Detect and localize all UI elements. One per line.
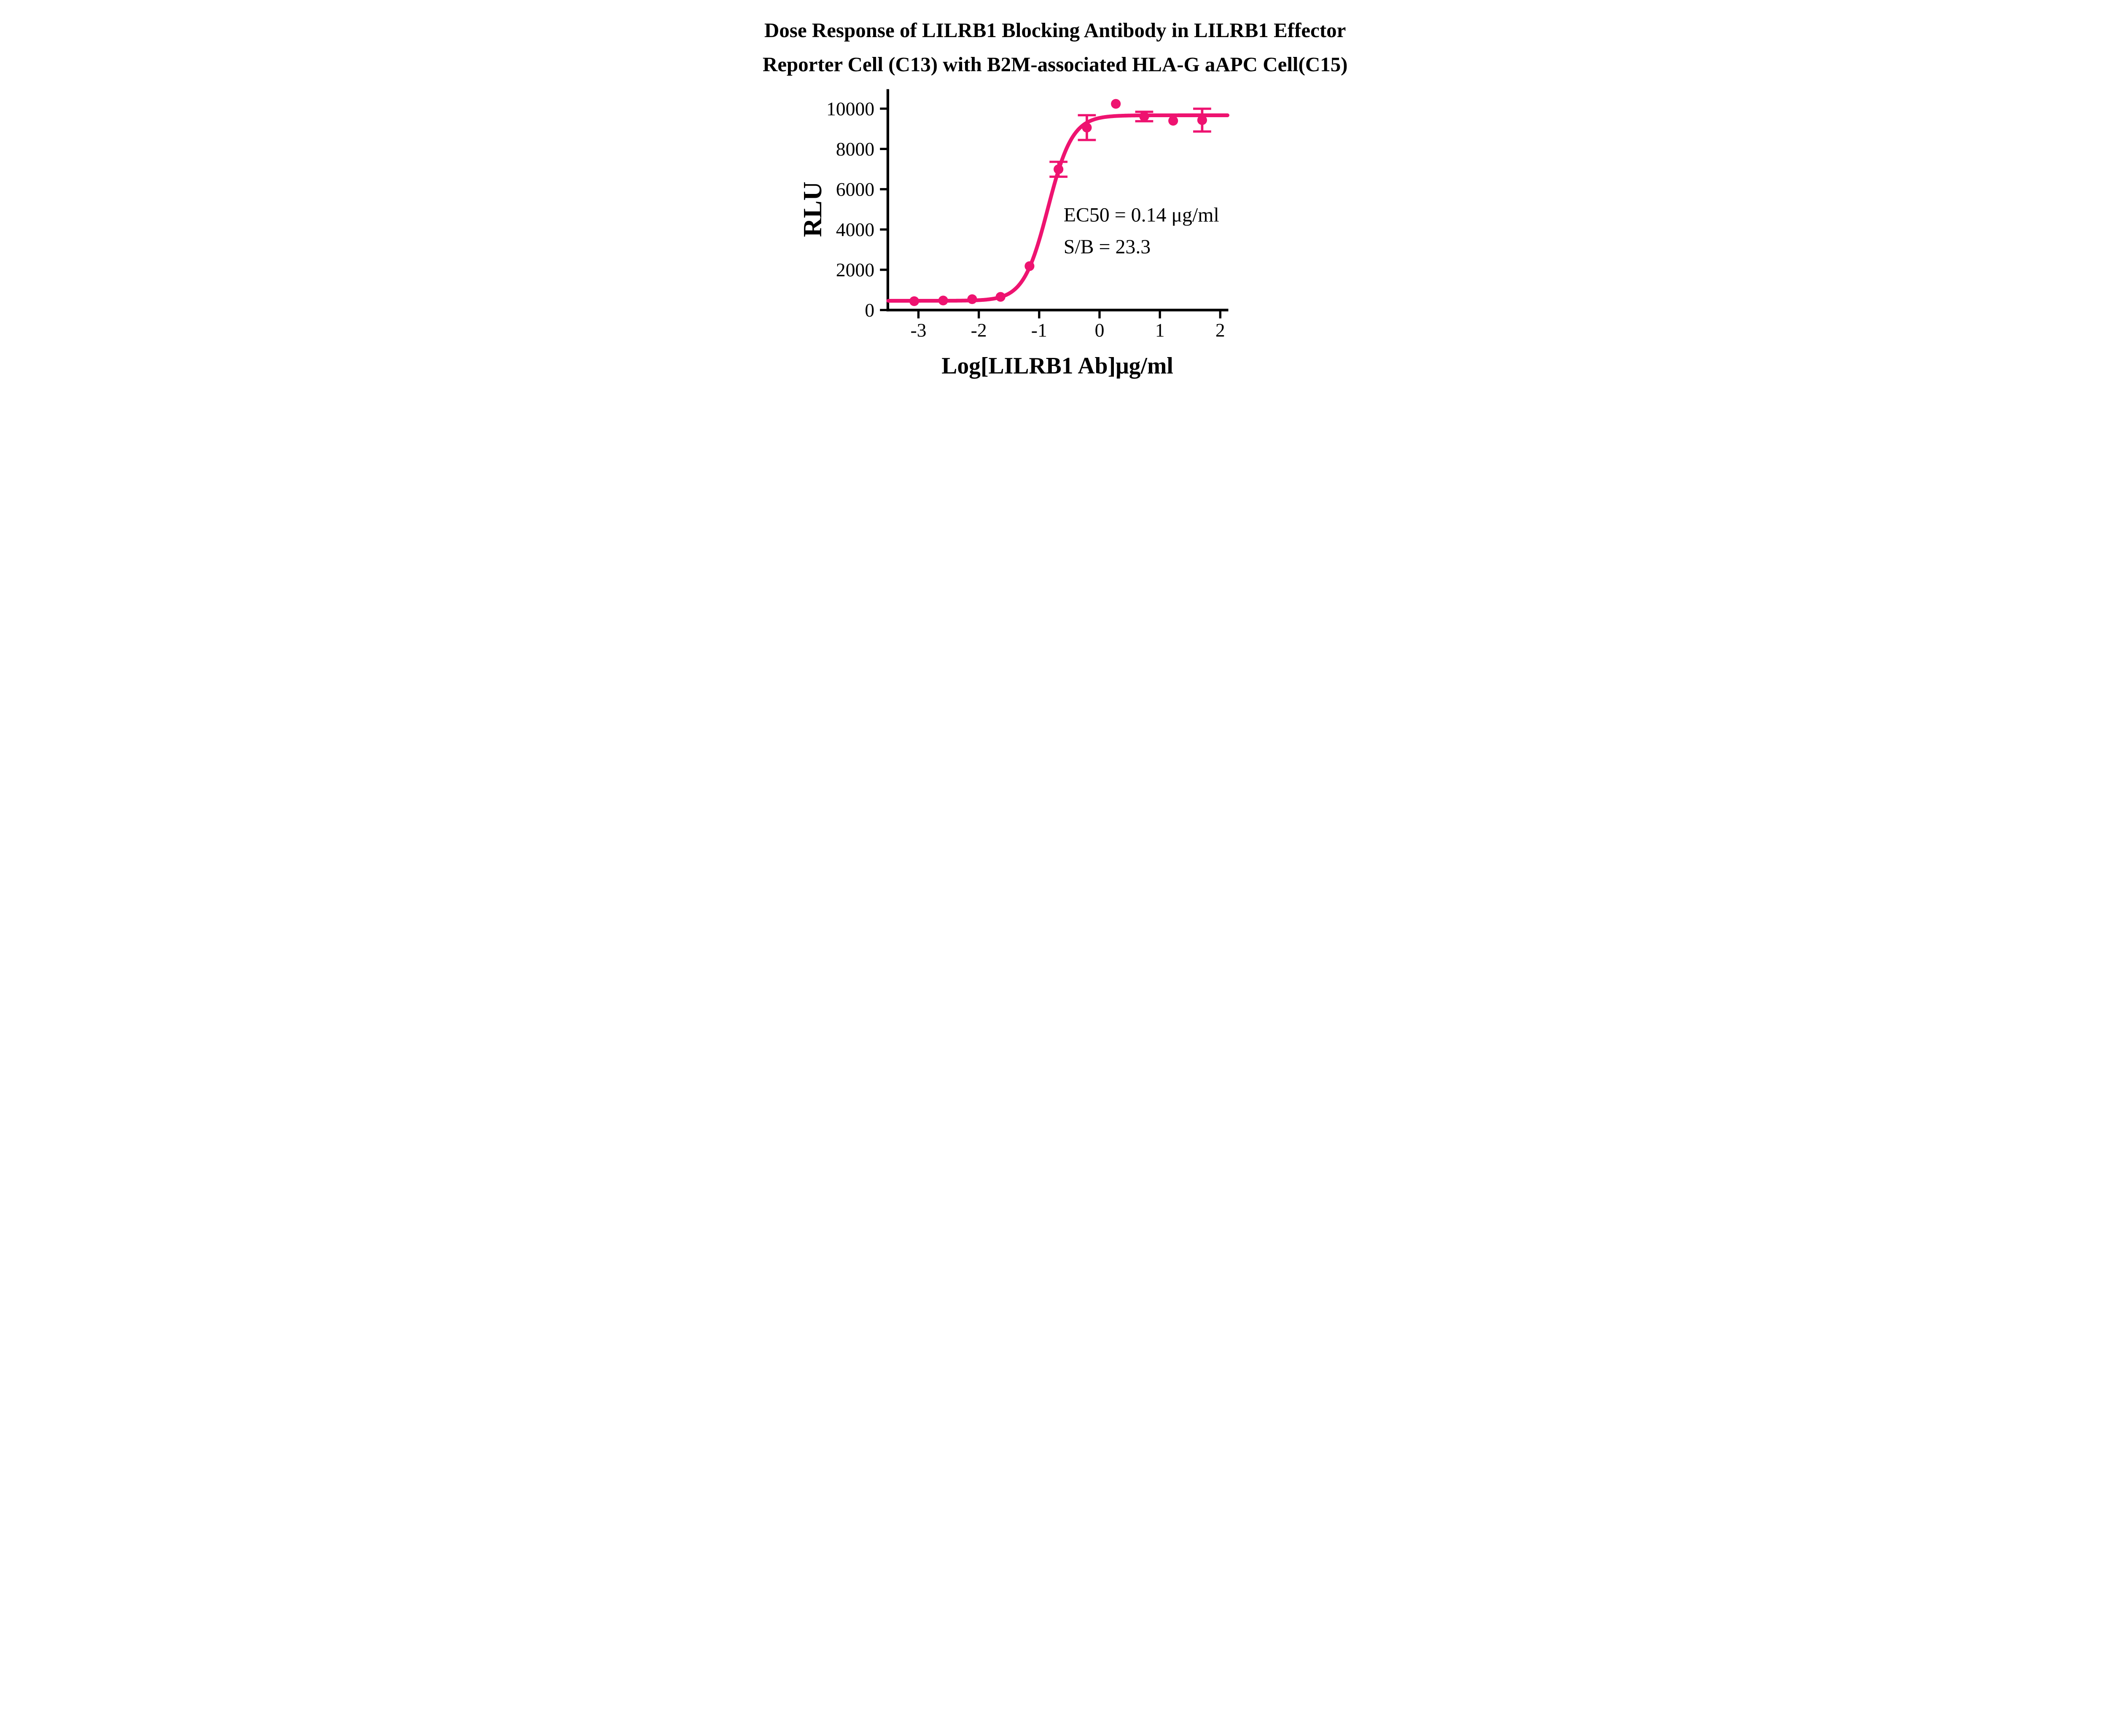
data-point xyxy=(1139,111,1149,121)
chart-title-line2: Reporter Cell (C13) with B2M-associated … xyxy=(763,53,1348,76)
plot-area: 0 2000 4000 6000 8000 10000 -3 -2 -1 0 1 2 xyxy=(826,89,1229,341)
x-tick-label: -1 xyxy=(1031,319,1047,341)
data-point xyxy=(1197,115,1207,125)
data-point xyxy=(1168,116,1178,126)
annotation-ec50: EC50 = 0.14 μg/ml xyxy=(1064,204,1219,226)
y-tick-label: 0 xyxy=(865,299,874,321)
data-point xyxy=(995,292,1006,302)
x-tick-label: 2 xyxy=(1215,319,1225,341)
y-tick-label: 4000 xyxy=(836,219,874,240)
y-tick-label: 10000 xyxy=(826,98,874,119)
x-tick-label: 0 xyxy=(1095,319,1105,341)
x-tick-label: 1 xyxy=(1155,319,1165,341)
x-tick-label: -3 xyxy=(910,319,926,341)
chart-title-line1: Dose Response of LILRB1 Blocking Antibod… xyxy=(764,19,1346,42)
data-point xyxy=(967,294,977,304)
data-point xyxy=(1054,164,1064,175)
x-tick-label: -2 xyxy=(971,319,987,341)
dose-response-figure: Dose Response of LILRB1 Blocking Antibod… xyxy=(729,0,1379,387)
data-point xyxy=(1024,261,1035,271)
data-point xyxy=(938,296,948,306)
data-point xyxy=(1082,123,1092,133)
data-point xyxy=(1111,99,1121,109)
x-axis-title: Log[LILRB1 Ab]μg/ml xyxy=(941,353,1173,379)
y-tick-label: 2000 xyxy=(836,259,874,281)
data-point xyxy=(909,296,920,306)
y-tick-label: 6000 xyxy=(836,178,874,200)
annotation-signal-to-background: S/B = 23.3 xyxy=(1064,236,1151,258)
y-tick-label: 8000 xyxy=(836,138,874,160)
y-axis-title: RLU xyxy=(798,182,827,237)
dose-response-chart: Dose Response of LILRB1 Blocking Antibod… xyxy=(763,19,1348,379)
